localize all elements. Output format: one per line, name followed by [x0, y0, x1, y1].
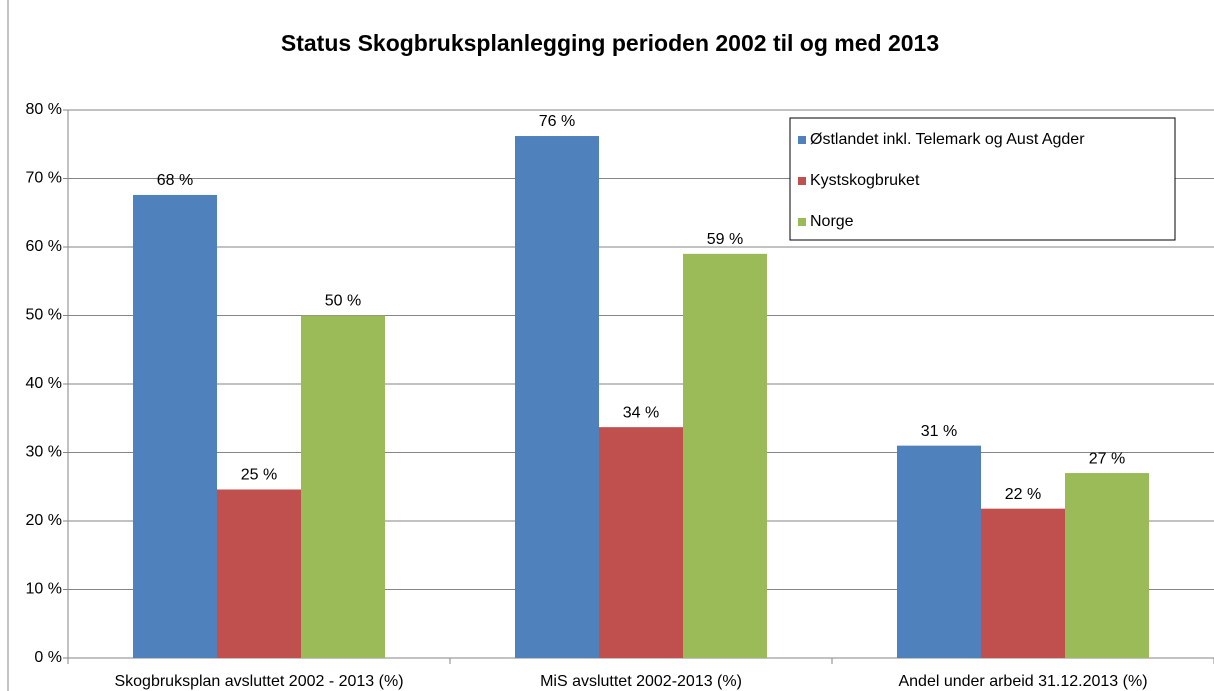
- bar: [683, 253, 767, 658]
- legend-label: Kystskogbruket: [810, 172, 920, 189]
- y-tick-label: 10 %: [26, 581, 62, 598]
- y-tick-label: 40 %: [26, 375, 62, 392]
- legend-swatch: [798, 177, 806, 185]
- data-label: 50 %: [325, 293, 361, 310]
- legend-label: Østlandet inkl. Telemark og Aust Agder: [810, 131, 1085, 148]
- data-label: 34 %: [623, 404, 659, 421]
- y-tick-label: 20 %: [26, 512, 62, 529]
- bar: [1065, 473, 1149, 658]
- data-label: 27 %: [1089, 450, 1125, 467]
- legend-label: Norge: [810, 213, 854, 230]
- data-label: 25 %: [241, 467, 277, 484]
- legend-swatch: [798, 218, 806, 226]
- legend-box: [789, 117, 1176, 241]
- y-tick-label: 70 %: [26, 170, 62, 187]
- y-tick-label: 0 %: [34, 649, 62, 666]
- bar: [897, 445, 981, 658]
- bar: [217, 489, 301, 658]
- x-tick-label: Skogbruksplan avsluttet 2002 - 2013 (%): [114, 673, 403, 690]
- y-tick-label: 50 %: [26, 307, 62, 324]
- legend-swatch: [798, 136, 806, 144]
- data-label: 76 %: [539, 113, 575, 130]
- bar: [515, 136, 599, 658]
- bar: [599, 427, 683, 658]
- bar: [981, 508, 1065, 658]
- chart-title: Status Skogbruksplanlegging perioden 200…: [281, 30, 939, 56]
- data-label: 59 %: [707, 231, 743, 248]
- data-label: 31 %: [921, 423, 957, 440]
- x-tick-label: MiS avsluttet 2002-2013 (%): [540, 673, 742, 690]
- bar: [301, 315, 385, 658]
- bar: [133, 194, 217, 658]
- x-tick-label: Andel under arbeid 31.12.2013 (%): [898, 673, 1147, 690]
- y-tick-label: 60 %: [26, 238, 62, 255]
- data-label: 22 %: [1005, 486, 1041, 503]
- data-label: 68 %: [157, 172, 193, 189]
- y-tick-label: 80 %: [26, 101, 62, 118]
- y-tick-label: 30 %: [26, 444, 62, 461]
